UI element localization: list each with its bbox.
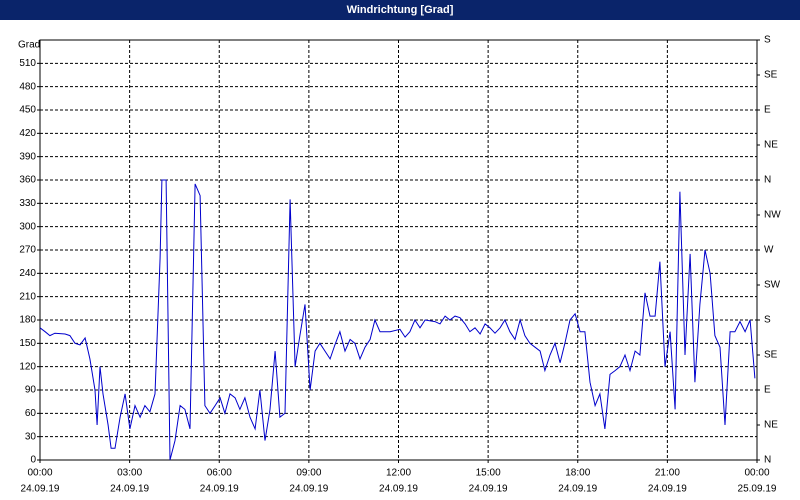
y-tick-label: 480 <box>19 81 36 92</box>
y2-tick-label: S <box>764 315 771 326</box>
chart-title: Windrichtung [Grad] <box>347 4 454 16</box>
y-tick-label: 300 <box>19 221 36 232</box>
x-tick-label: 12:00 <box>386 468 411 479</box>
y-tick-label: 390 <box>19 151 36 162</box>
y-tick-label: 120 <box>19 361 36 372</box>
y2-tick-label: N <box>764 175 771 186</box>
y2-tick-label: SE <box>764 350 778 361</box>
y-tick-label: 0 <box>30 455 36 466</box>
x-tick-label: 09:00 <box>296 468 321 479</box>
y-tick-label: 270 <box>19 245 36 256</box>
y2-tick-label: NE <box>764 420 778 431</box>
y2-tick-label: NE <box>764 140 778 151</box>
y2-tick-label: SE <box>764 70 778 81</box>
y-tick-label: 210 <box>19 291 36 302</box>
y-tick-label: 90 <box>25 385 37 396</box>
y-tick-label: 180 <box>19 315 36 326</box>
title-bar <box>0 0 800 20</box>
y-tick-label: 240 <box>19 268 36 279</box>
y-tick-label: 150 <box>19 338 36 349</box>
data-line <box>39 179 756 461</box>
x-tick-date: 24.09.19 <box>558 484 597 495</box>
y2-tick-label: S <box>764 35 771 46</box>
y2-tick-label: W <box>764 245 774 256</box>
x-tick-date: 24.09.19 <box>379 484 418 495</box>
x-tick-label: 15:00 <box>476 468 501 479</box>
x-tick-label: 21:00 <box>655 468 680 479</box>
y-tick-label: 420 <box>19 128 36 139</box>
x-tick-label: 06:00 <box>207 468 232 479</box>
x-tick-label: 00:00 <box>744 468 769 479</box>
y-tick-label: 60 <box>25 408 37 419</box>
x-tick-date: 24.09.19 <box>469 484 508 495</box>
y2-tick-label: NW <box>764 210 781 221</box>
y2-tick-label: E <box>764 385 771 396</box>
x-tick-date: 24.09.19 <box>21 484 60 495</box>
y-axis-label: Grad <box>18 40 40 51</box>
x-tick-date: 24.09.19 <box>200 484 239 495</box>
y-tick-label: 450 <box>19 105 36 116</box>
y-tick-label: 30 <box>25 431 37 442</box>
x-tick-label: 18:00 <box>565 468 590 479</box>
y-tick-label: 510 <box>19 58 36 69</box>
x-tick-date: 24.09.19 <box>648 484 687 495</box>
y2-tick-label: E <box>764 105 771 116</box>
x-tick-label: 00:00 <box>27 468 52 479</box>
x-tick-date: 24.09.19 <box>110 484 149 495</box>
y-tick-label: 330 <box>19 198 36 209</box>
y2-tick-label: SW <box>764 280 781 291</box>
y-tick-label: 360 <box>19 175 36 186</box>
x-tick-date: 24.09.19 <box>289 484 328 495</box>
y2-tick-label: N <box>764 455 771 466</box>
x-tick-label: 03:00 <box>117 468 142 479</box>
x-tick-date: 25.09.19 <box>738 484 777 495</box>
